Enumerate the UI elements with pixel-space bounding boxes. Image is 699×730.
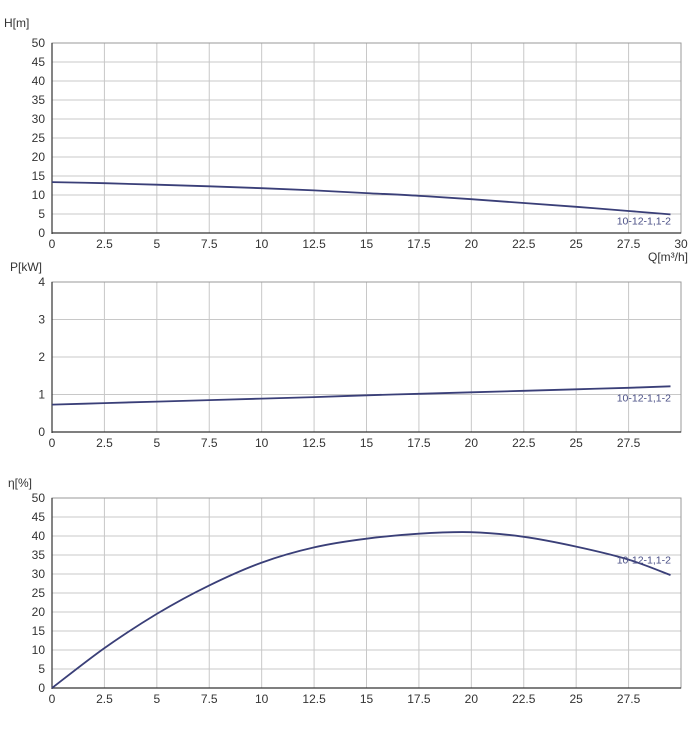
- x-tick-label: 22.5: [512, 692, 536, 706]
- x-tick-label: 0: [49, 436, 56, 450]
- series-name-label: 10-12-1,1-2: [617, 215, 671, 227]
- y-tick-label: 10: [32, 643, 46, 657]
- x-tick-label: 2.5: [96, 237, 113, 251]
- x-tick-label: 15: [360, 692, 374, 706]
- y-tick-label: 2: [38, 350, 45, 364]
- x-tick-label: 30: [674, 237, 688, 251]
- series-name-label: 10-12-1,1-2: [617, 555, 671, 567]
- y-tick-label: 15: [32, 624, 46, 638]
- x-tick-label: 2.5: [96, 692, 113, 706]
- x-tick-label: 5: [153, 237, 160, 251]
- chart-3: 0 5 10 15 20 25 30 35 40 45 50 0 2.5 5 7.5 10 12.5 15 17.5…: [8, 476, 682, 706]
- x-tick-label: 12.5: [302, 237, 326, 251]
- y-tick-label: 4: [38, 275, 45, 289]
- y-tick-label: 0: [38, 681, 45, 695]
- x-tick-label: 17.5: [407, 692, 431, 706]
- x-axis-label: Q[m³/h]: [648, 250, 688, 264]
- y-tick-label: 0: [38, 226, 45, 240]
- y-tick-label: 35: [32, 93, 46, 107]
- y-tick-label: 20: [32, 605, 46, 619]
- y-tick-label: 40: [32, 74, 46, 88]
- y-tick-label: 1: [38, 388, 45, 402]
- y-tick-label: 35: [32, 548, 46, 562]
- x-tick-label: 7.5: [201, 692, 218, 706]
- y-tick-label: 45: [32, 55, 46, 69]
- x-tick-label: 12.5: [302, 692, 326, 706]
- x-tick-label: 5: [153, 436, 160, 450]
- series-name-label: 10-12-1,1-2: [617, 392, 671, 404]
- x-tick-label: 17.5: [407, 436, 431, 450]
- series-line: [51, 181, 671, 216]
- y-tick-label: 25: [32, 586, 46, 600]
- y-tick-label: 5: [38, 207, 45, 221]
- y-tick-label: 30: [32, 567, 46, 581]
- y-tick-label: 10: [32, 188, 46, 202]
- x-tick-label: 10: [255, 692, 269, 706]
- x-tick-label: 25: [569, 436, 583, 450]
- x-tick-label: 27.5: [617, 436, 641, 450]
- chart-1: 0 5 10 15 20 25 30 35 40 45 50 0 2.5 5 7.5 10 12.5 15 17.5…: [4, 16, 688, 264]
- x-tick-label: 7.5: [201, 237, 218, 251]
- y-tick-label: 20: [32, 150, 46, 164]
- y-axis-label: η[%]: [8, 476, 32, 490]
- series-line: [51, 385, 671, 406]
- y-tick-label: 5: [38, 662, 45, 676]
- y-tick-label: 50: [32, 36, 46, 50]
- chart-2: 0 1 2 3 4 0 2.5 5 7.5 10 12.5 15 17.5 20 22.5 25 27.5 P[k…: [10, 260, 682, 450]
- x-tick-label: 22.5: [512, 237, 536, 251]
- y-tick-label: 15: [32, 169, 46, 183]
- y-axis-label: H[m]: [4, 16, 29, 30]
- y-tick-label: 30: [32, 112, 46, 126]
- x-tick-label: 20: [465, 436, 479, 450]
- y-tick-label: 50: [32, 491, 46, 505]
- y-tick-label: 3: [38, 313, 45, 327]
- x-tick-label: 12.5: [302, 436, 326, 450]
- x-tick-label: 22.5: [512, 436, 536, 450]
- y-tick-label: 25: [32, 131, 46, 145]
- x-tick-label: 5: [153, 692, 160, 706]
- x-tick-label: 20: [465, 237, 479, 251]
- x-tick-label: 25: [569, 692, 583, 706]
- x-tick-label: 10: [255, 237, 269, 251]
- x-tick-label: 0: [49, 237, 56, 251]
- series-line: [51, 531, 671, 689]
- y-axis-label: P[kW]: [10, 260, 42, 274]
- x-tick-label: 10: [255, 436, 269, 450]
- x-tick-label: 27.5: [617, 237, 641, 251]
- y-tick-label: 45: [32, 510, 46, 524]
- y-tick-label: 40: [32, 529, 46, 543]
- x-tick-label: 15: [360, 436, 374, 450]
- x-tick-label: 2.5: [96, 436, 113, 450]
- x-tick-label: 15: [360, 237, 374, 251]
- x-tick-label: 17.5: [407, 237, 431, 251]
- x-tick-label: 20: [465, 692, 479, 706]
- x-tick-label: 7.5: [201, 436, 218, 450]
- x-tick-label: 25: [569, 237, 583, 251]
- x-tick-label: 27.5: [617, 692, 641, 706]
- x-tick-label: 0: [49, 692, 56, 706]
- y-tick-label: 0: [38, 425, 45, 439]
